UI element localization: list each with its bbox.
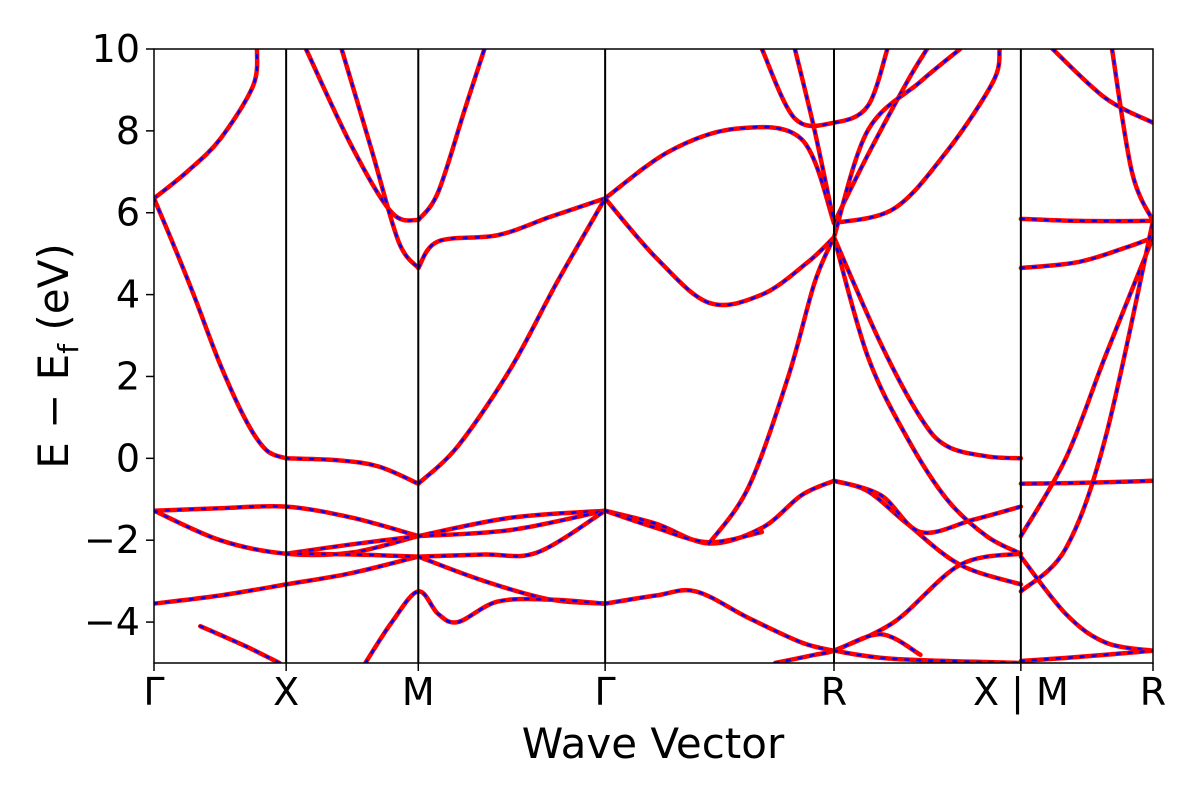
band-line-blue-11 — [154, 509, 420, 557]
y-tick-label-0: 10 — [92, 27, 140, 71]
band-line-blue-28 — [832, 49, 929, 225]
band-line-blue-6 — [417, 49, 486, 222]
y-tick-label-1: 8 — [116, 109, 140, 153]
y-tick-label-3: 4 — [116, 273, 140, 317]
band-line-red-3 — [416, 196, 608, 486]
y-tick-label-5: 0 — [116, 436, 140, 480]
band-line-blue-25 — [760, 49, 889, 128]
band-line-red-4 — [303, 49, 421, 223]
band-line-blue-17 — [417, 509, 607, 538]
band-line-blue-23 — [603, 588, 836, 652]
y-axis-title-unit: (eV) — [29, 243, 78, 344]
band-line-blue-38 — [1019, 236, 1153, 270]
x-tick-label-0: Γ — [143, 670, 164, 714]
band-line-blue-26 — [793, 49, 836, 225]
x-axis-title: Wave Vector — [522, 719, 785, 768]
y-tick-label-2: 6 — [116, 191, 140, 235]
y-axis-title: E − Ef (eV) — [29, 243, 85, 469]
band-line-red-33 — [831, 478, 1024, 536]
y-axis-title-main: E − E — [29, 354, 78, 469]
band-line-blue-2 — [284, 457, 420, 485]
high-symmetry-lines — [285, 49, 1022, 663]
x-tick-label-1: X — [273, 670, 299, 714]
band-line-blue-41 — [1019, 479, 1153, 485]
band-line-blue-44 — [1051, 49, 1153, 124]
band-line-blue-20 — [364, 590, 607, 663]
band-line-blue-22 — [603, 509, 764, 544]
band-line-blue-1 — [154, 197, 288, 460]
band-line-blue-16 — [417, 509, 607, 538]
band-line-blue-14 — [284, 552, 420, 558]
band-line-blue-13 — [284, 534, 420, 555]
band-line-red-29 — [831, 49, 963, 240]
y-tick-label-6: −2 — [84, 518, 140, 562]
x-tick-label-2: M — [402, 670, 435, 714]
band-line-blue-30 — [832, 236, 1023, 460]
band-line-red-18 — [416, 508, 608, 559]
band-line-blue-15 — [199, 624, 281, 663]
x-tick-label-3: Γ — [595, 670, 616, 714]
band-line-blue-21 — [603, 479, 836, 545]
x-tick-label-5: X | M — [973, 670, 1069, 715]
band-line-blue-39 — [1019, 236, 1153, 538]
band-line-blue-36 — [832, 649, 1023, 663]
band-line-blue-42 — [1019, 555, 1153, 652]
y-axis-title-subscript: f — [52, 343, 85, 354]
x-axis-ticks: Γ X M Γ R X | M R — [143, 663, 1166, 715]
band-line-blue-37 — [1019, 217, 1153, 223]
x-tick-label-4: R — [821, 670, 847, 714]
band-line-blue-31 — [832, 236, 1023, 555]
band-line-blue-7 — [417, 197, 607, 270]
y-tick-label-7: −4 — [84, 600, 140, 644]
band-line-red-24 — [706, 235, 837, 546]
band-line-blue-40 — [1019, 219, 1153, 593]
x-tick-label-6: R — [1140, 670, 1166, 714]
band-line-blue-9 — [603, 197, 836, 307]
band-line-blue-45 — [1110, 49, 1153, 223]
band-line-red-37 — [1018, 216, 1153, 224]
band-line-red-0 — [154, 49, 260, 201]
band-line-blue-5 — [340, 49, 420, 270]
plot-frame — [153, 48, 1154, 664]
band-line-red-8 — [602, 124, 837, 226]
band-line-blue-43 — [1019, 649, 1153, 663]
y-tick-label-4: 2 — [116, 354, 140, 398]
y-axis-ticks: 10 8 6 4 2 0 −2 −4 — [84, 27, 154, 644]
band-line-red-27 — [831, 49, 1002, 226]
